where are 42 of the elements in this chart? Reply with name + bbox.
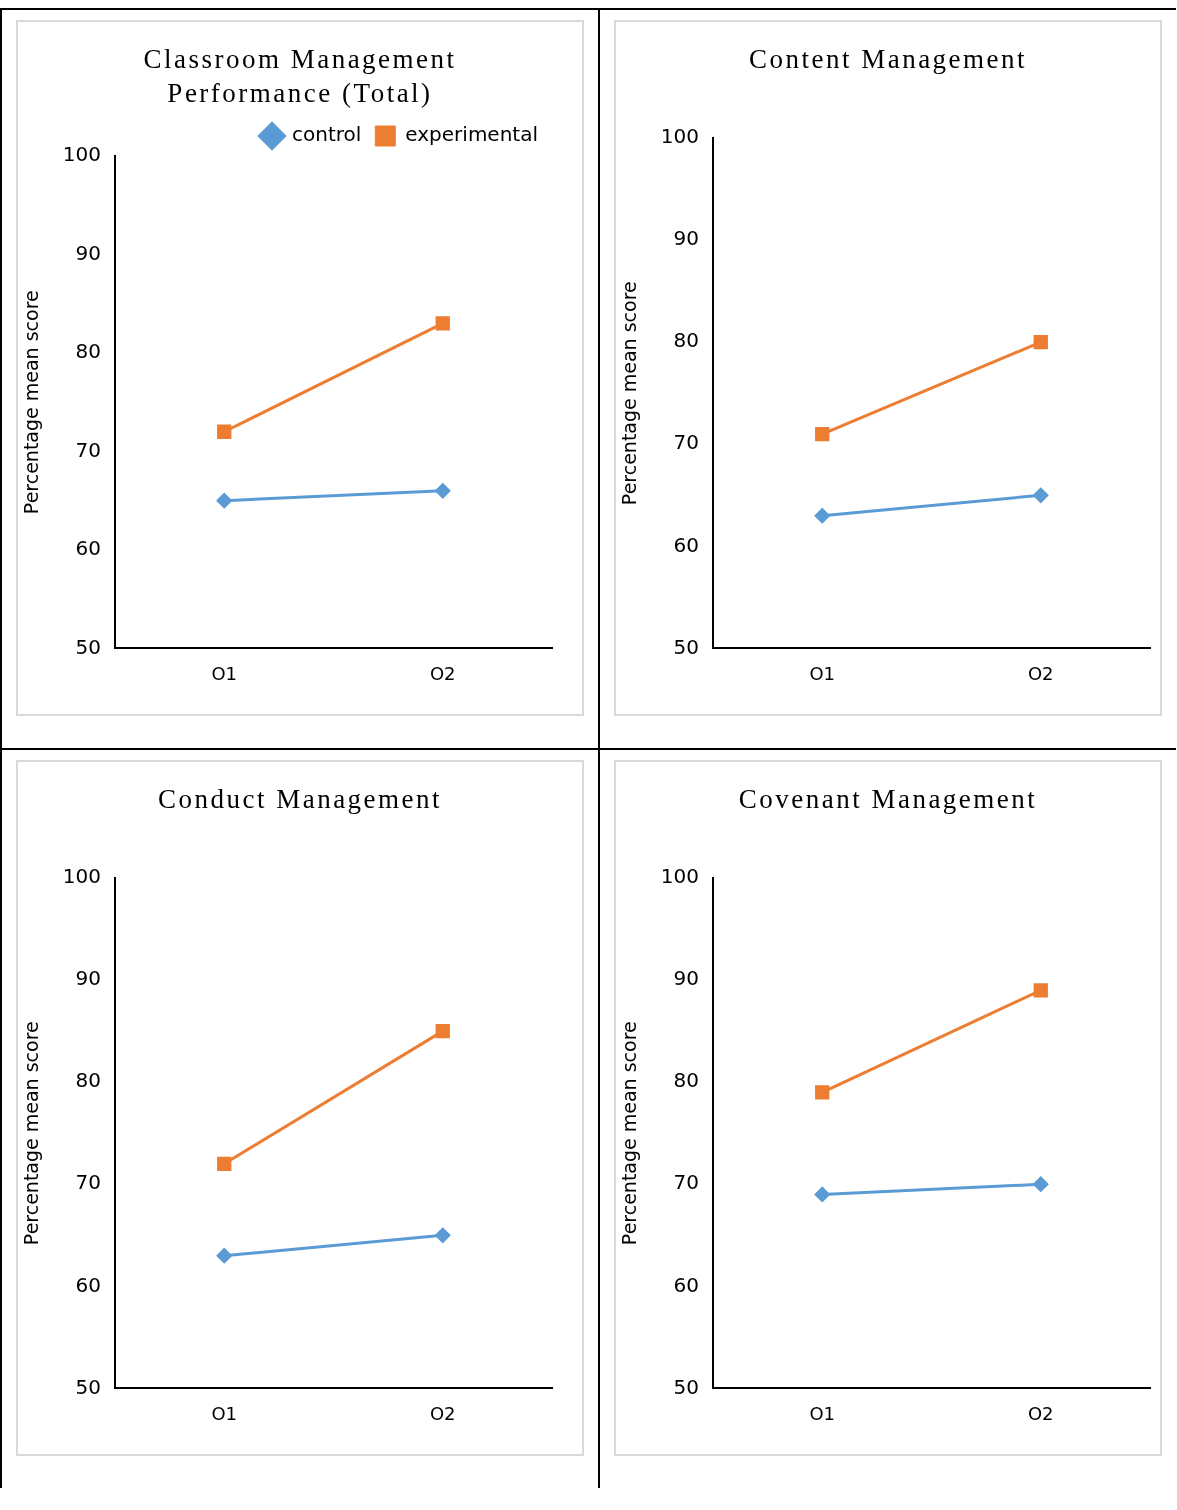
y-axis-title: Percentage mean score bbox=[618, 1021, 641, 1246]
chart-title: Classroom Management Performance (Total) bbox=[142, 43, 458, 110]
y-tick-label: 80 bbox=[75, 339, 101, 364]
y-tick-label: 50 bbox=[673, 1374, 699, 1399]
y-tick-label: 80 bbox=[673, 328, 699, 353]
y-tick-label: 90 bbox=[75, 240, 101, 265]
legend-label: control bbox=[291, 122, 362, 147]
y-tick-label: 100 bbox=[62, 142, 101, 167]
y-tick-label: 100 bbox=[62, 864, 101, 889]
y-tick-label: 80 bbox=[75, 1068, 101, 1093]
x-tick-label: O2 bbox=[1027, 662, 1054, 684]
x-tick-label: O1 bbox=[809, 662, 836, 684]
legend-label: experimental bbox=[405, 122, 538, 147]
chart-title: Content Management bbox=[747, 43, 1029, 76]
y-axis-title: Percentage mean score bbox=[618, 281, 641, 506]
y-tick-label: 50 bbox=[75, 1374, 101, 1399]
y-tick-label: 90 bbox=[673, 966, 699, 991]
y-tick-label: 50 bbox=[75, 634, 101, 659]
x-tick-label: O1 bbox=[809, 1402, 836, 1424]
y-tick-label: 70 bbox=[673, 1170, 699, 1195]
chart-title: Conduct Management bbox=[156, 783, 444, 816]
y-tick-label: 50 bbox=[673, 634, 699, 659]
x-tick-label: O1 bbox=[211, 662, 238, 684]
y-tick-label: 70 bbox=[673, 430, 699, 455]
y-axis-title: Percentage mean score bbox=[20, 290, 43, 515]
y-tick-label: 80 bbox=[673, 1068, 699, 1093]
y-tick-label: 90 bbox=[673, 226, 699, 251]
x-tick-label: O1 bbox=[211, 1402, 238, 1424]
y-tick-label: 100 bbox=[660, 864, 699, 889]
y-tick-label: 70 bbox=[75, 437, 101, 462]
y-axis-title: Percentage mean score bbox=[20, 1021, 43, 1246]
y-tick-label: 60 bbox=[673, 1272, 699, 1297]
x-tick-label: O2 bbox=[429, 1402, 456, 1424]
x-tick-label: O2 bbox=[1027, 1402, 1054, 1424]
chart-title: Covenant Management bbox=[737, 783, 1039, 816]
y-tick-label: 100 bbox=[660, 124, 699, 149]
y-tick-label: 60 bbox=[75, 536, 101, 561]
y-tick-label: 60 bbox=[673, 532, 699, 557]
y-tick-label: 90 bbox=[75, 966, 101, 991]
y-tick-label: 60 bbox=[75, 1272, 101, 1297]
x-tick-label: O2 bbox=[429, 662, 456, 684]
y-tick-label: 70 bbox=[75, 1170, 101, 1195]
